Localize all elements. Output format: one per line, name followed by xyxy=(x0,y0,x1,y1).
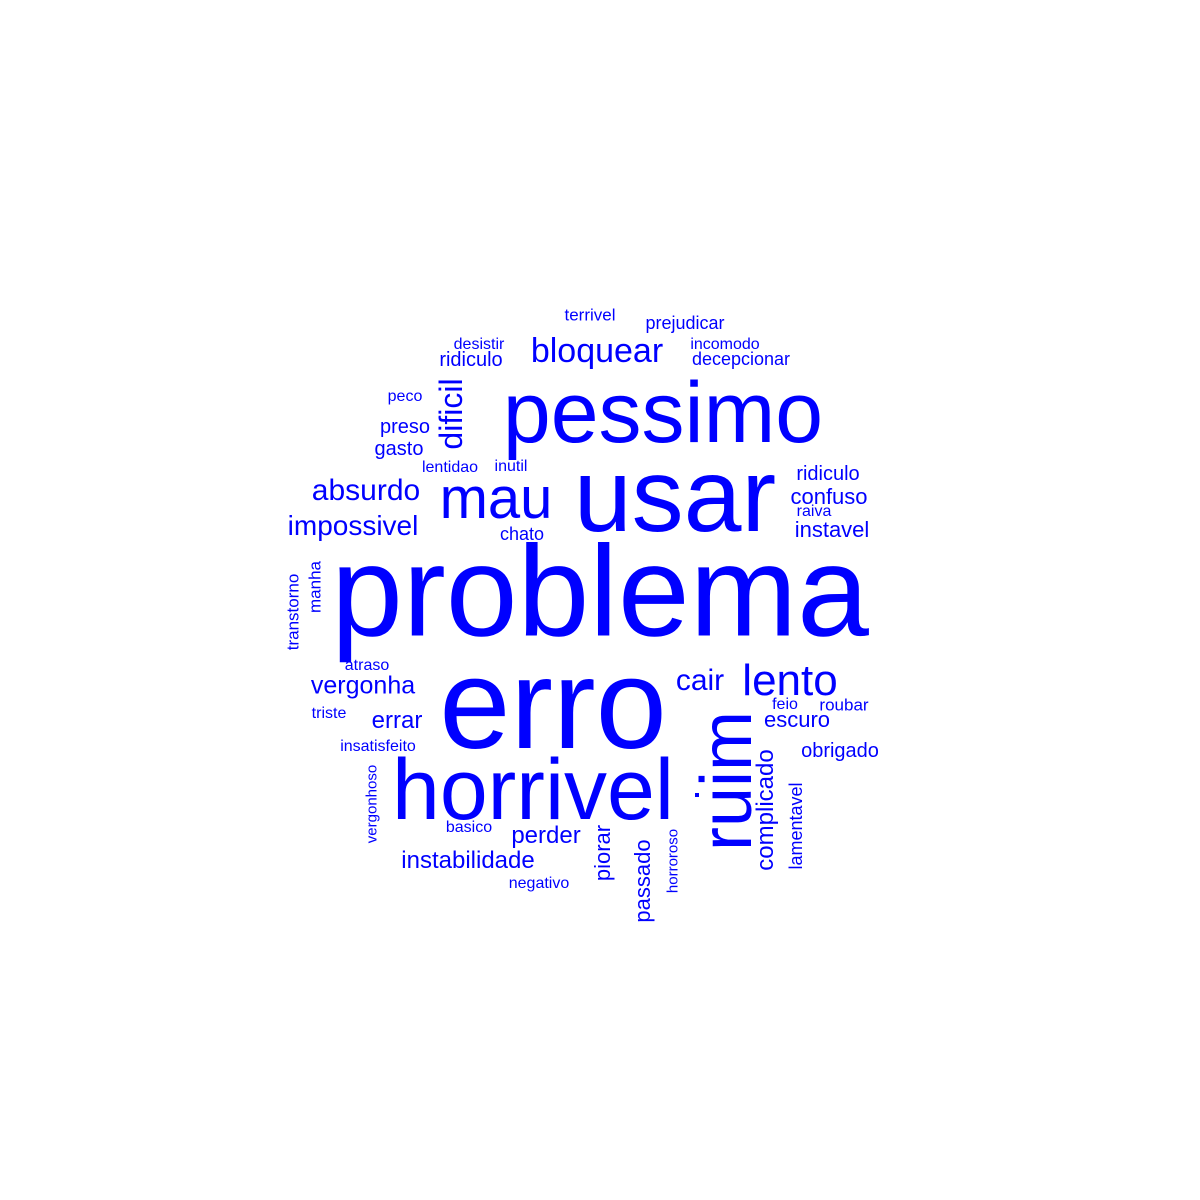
word-complicado: complicado xyxy=(752,749,779,871)
word-usar: usar xyxy=(573,438,777,554)
word-manha: manha xyxy=(305,561,325,613)
word-escuro: escuro xyxy=(763,707,831,732)
word-vergonhoso: vergonhoso xyxy=(363,764,381,844)
word-pessimo: pessimo xyxy=(502,365,824,461)
word-desistir: desistir xyxy=(453,336,505,353)
word-ridiculo-top: ridiculo xyxy=(439,349,503,371)
word-inutil: inutil xyxy=(494,458,528,475)
word-passado: passado xyxy=(630,839,655,923)
word-raiva: raiva xyxy=(796,503,832,520)
word-vergonha: vergonha xyxy=(310,671,416,700)
word-errar: errar xyxy=(371,707,423,734)
word-horrivel: horrivel xyxy=(392,742,674,838)
word-basico: basico xyxy=(445,819,493,836)
word-impossivel: impossivel xyxy=(287,510,419,541)
word-confuso: confuso xyxy=(790,484,868,509)
word-chato: chato xyxy=(499,524,545,544)
word-decepcionar: decepcionar xyxy=(691,349,791,369)
word-preso: preso xyxy=(379,416,431,438)
word-lamentavel: lamentavel xyxy=(786,782,806,870)
word-lentidao: lentidao xyxy=(421,459,479,476)
word-terrivel: terrivel xyxy=(564,305,616,325)
word-problema: problema xyxy=(331,519,869,664)
word-incomodo: incomodo xyxy=(690,336,760,353)
word-ridiculo-right: ridiculo xyxy=(796,463,860,485)
word-atraso: atraso xyxy=(344,657,390,674)
word-absurdo: absurdo xyxy=(311,474,421,507)
word-transtorno: transtorno xyxy=(283,573,303,651)
word-cair: cair xyxy=(675,664,725,697)
word-feio: feio xyxy=(772,696,798,713)
word-perder: perder xyxy=(511,822,581,849)
word-bloquear: bloquear xyxy=(530,332,664,370)
word-instavel: instavel xyxy=(794,517,870,542)
stray-dot xyxy=(695,793,699,797)
word-horroroso: horroroso xyxy=(664,828,682,894)
word-negativo: negativo xyxy=(508,875,570,892)
word-gasto: gasto xyxy=(374,438,424,460)
word-lento: lento xyxy=(742,656,838,705)
word-dificil: dificil xyxy=(433,378,469,450)
word-erro: erro xyxy=(439,633,667,776)
word-roubar: roubar xyxy=(819,695,869,715)
word-piorar: piorar xyxy=(590,824,615,882)
word-peco: peco xyxy=(387,388,423,405)
word-prejudicar: prejudicar xyxy=(645,313,725,333)
word-triste: triste xyxy=(311,705,347,722)
word-obrigado: obrigado xyxy=(801,740,879,762)
word-mau: mau xyxy=(439,466,553,531)
word-insatisfeito: insatisfeito xyxy=(340,738,416,755)
word-instabilidade: instabilidade xyxy=(401,847,535,874)
